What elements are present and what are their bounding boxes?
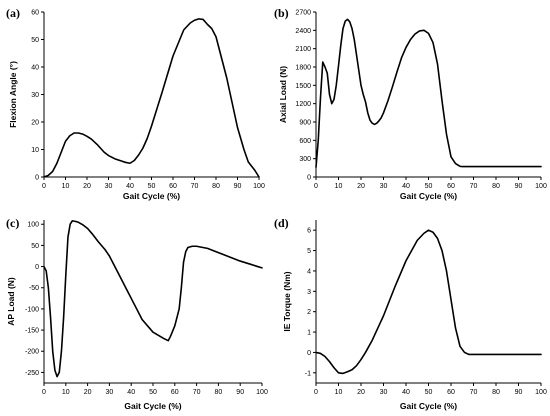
y-tick-label: 2700 [295,10,311,17]
x-tick-label: 90 [234,183,242,190]
x-tick-label: 10 [62,389,70,396]
panel-d-ie-torque-chart: (d) 0 10 20 30 40 50 60 70 80 90 100 -1 0 1 2 3 4 5 6 Gait C… [274,216,547,411]
series-line [315,18,542,169]
panel-label: (c) [6,216,19,230]
x-tick-label: 30 [380,183,388,190]
y-tick-label: 6 [307,228,311,235]
x-tick-label: 60 [169,183,177,190]
x-tick-label: 40 [402,183,410,190]
x-tick-label: 50 [425,389,433,396]
series-line [43,220,263,378]
y-tick-label: 600 [299,138,311,145]
x-axis-title: Gait Cycle (%) [123,191,180,201]
x-tick-label: 60 [171,389,179,396]
y-tick-label: 1 [307,330,311,337]
y-axis-title: AP Load (N) [6,277,16,326]
x-tick-label: 40 [126,183,134,190]
x-tick-label: 50 [425,183,433,190]
x-tick-label: 30 [106,389,114,396]
y-tick-label: 900 [299,120,311,127]
y-tick-label: 2100 [295,46,311,53]
x-tick-label: 80 [492,389,500,396]
x-tick-label: 60 [447,183,455,190]
panel-b-axial-load-chart: (b) 0 10 20 30 40 50 60 70 80 90 100 0 300 600 900 1200 1… [274,6,547,201]
y-tick-label: 50 [31,243,39,250]
y-tick-label: 0 [307,175,311,182]
y-tick-label: 5 [307,248,311,255]
x-tick-label: 60 [447,389,455,396]
x-tick-label: 10 [62,183,70,190]
x-tick-label: 40 [402,389,410,396]
x-tick-label: 50 [148,183,156,190]
y-tick-label: 60 [31,10,39,17]
x-axis-title: Gait Cycle (%) [400,191,457,201]
y-tick-label: 30 [31,92,39,99]
x-tick-label: 20 [357,183,365,190]
x-axis-title: Gait Cycle (%) [400,401,457,411]
x-tick-label: 10 [335,183,343,190]
x-tick-label: 70 [193,389,201,396]
y-tick-label: 4 [307,268,311,275]
x-tick-label: 30 [105,183,113,190]
x-tick-label: 90 [515,183,523,190]
x-tick-label: 80 [492,183,500,190]
y-tick-label: 2 [307,309,311,316]
y-tick-label: 3 [307,289,311,296]
x-tick-label: 10 [335,389,343,396]
x-tick-label: 0 [42,389,46,396]
x-tick-label: 40 [127,389,135,396]
y-axis-title: Axial Load (N) [278,66,288,123]
x-tick-label: 100 [253,183,265,190]
x-tick-label: 70 [470,183,478,190]
x-tick-label: 0 [314,389,318,396]
y-tick-label: -250 [25,370,39,377]
x-tick-label: 90 [515,389,523,396]
y-tick-label: 1200 [295,101,311,108]
x-tick-label: 90 [236,389,244,396]
x-tick-label: 50 [149,389,157,396]
x-tick-label: 100 [535,389,547,396]
x-tick-label: 100 [535,183,547,190]
x-tick-label: 100 [256,389,268,396]
panel-c-ap-load-chart: (c) 0 10 20 30 40 50 60 70 80 90 100 -250 -200 -150 -10… [6,216,268,411]
y-tick-label: 20 [31,120,39,127]
y-tick-label: -200 [25,349,39,356]
y-tick-label: 2400 [295,28,311,35]
panel-label: (b) [274,6,289,20]
panel-label: (d) [274,216,289,230]
x-tick-label: 0 [42,183,46,190]
x-tick-label: 0 [314,183,318,190]
series-line [43,18,260,178]
y-tick-label: -1 [305,370,311,377]
y-tick-label: 0 [35,175,39,182]
y-tick-label: -100 [25,306,39,313]
y-tick-label: -50 [29,285,39,292]
y-tick-label: 1800 [295,65,311,72]
y-tick-label: 1500 [295,83,311,90]
y-tick-label: 0 [35,264,39,271]
x-tick-label: 20 [84,389,92,396]
y-tick-label: 300 [299,156,311,163]
y-tick-label: 40 [31,65,39,72]
series-line [315,229,542,375]
y-tick-label: 10 [31,147,39,154]
x-tick-label: 30 [380,389,388,396]
y-tick-label: 100 [27,222,39,229]
x-axis-title: Gait Cycle (%) [124,401,181,411]
y-tick-label: 50 [31,37,39,44]
panel-label: (a) [6,6,20,20]
x-tick-label: 20 [83,183,91,190]
x-tick-label: 80 [215,389,223,396]
y-tick-label: -150 [25,328,39,335]
y-axis-title: Flexion Angle (°) [8,61,18,128]
x-tick-label: 70 [191,183,199,190]
x-tick-label: 20 [357,389,365,396]
panel-a-flexion-angle-chart: (a)0 10 20 30 40 50 60 70 80 90 1000102030405060Ga… [6,6,265,201]
y-tick-label: 0 [307,350,311,357]
y-axis-title: IE Torque (Nm) [282,271,292,331]
x-tick-label: 80 [212,183,220,190]
x-tick-label: 70 [470,389,478,396]
